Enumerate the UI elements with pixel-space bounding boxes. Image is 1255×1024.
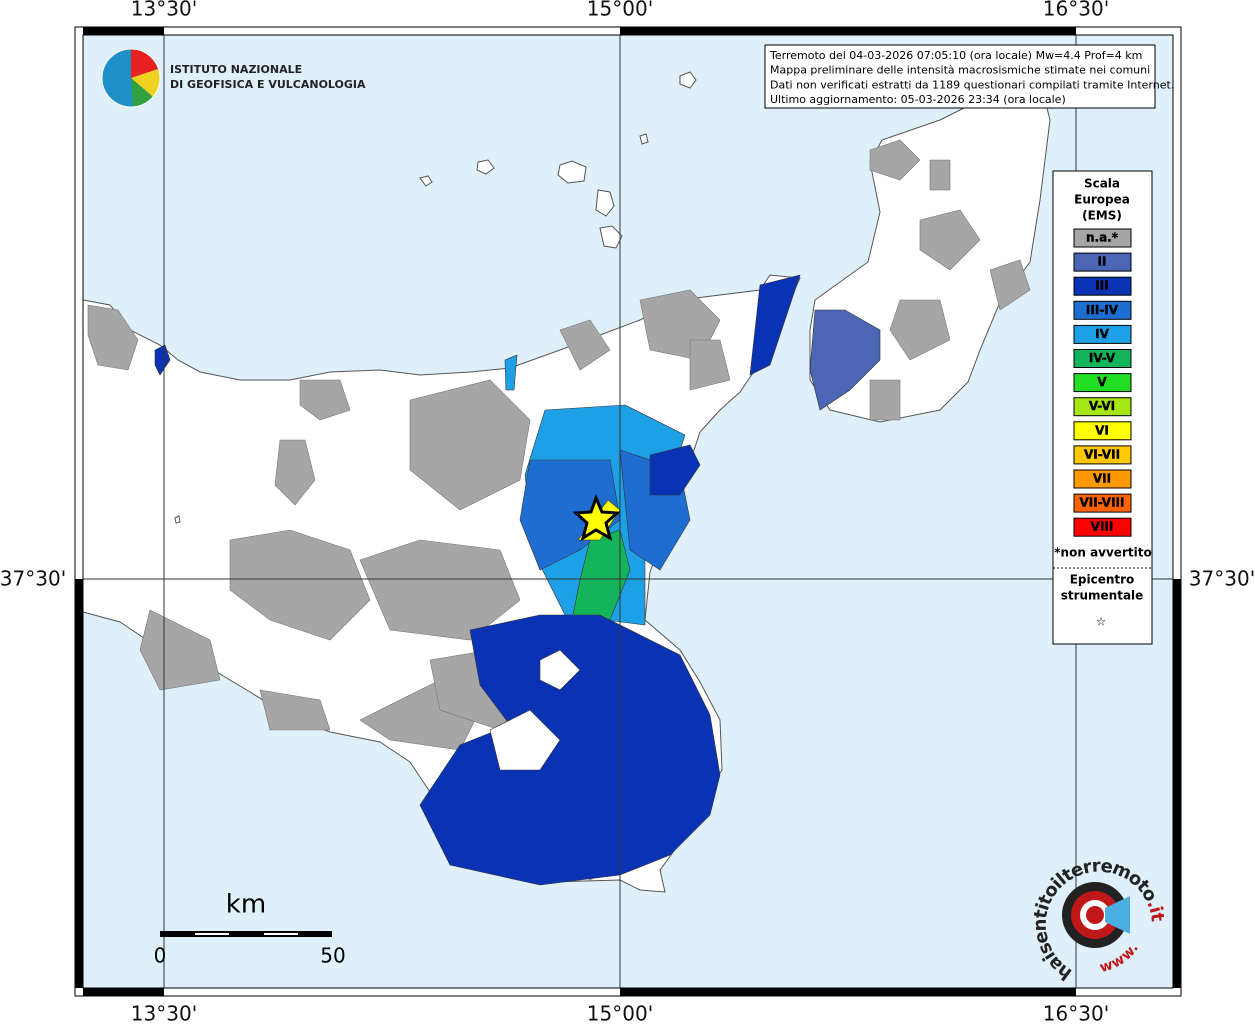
info-lines: Terremoto del 04-03-2026 07:05:10 (ora l… [769,49,1174,106]
legend-label: VII-VIII [1079,496,1124,510]
legend-label: III-IV [1086,303,1119,317]
legend-swatch [1073,445,1132,465]
legend-symbol: ☆ [1096,615,1107,629]
frame [74,26,1182,997]
epicenter-star [572,493,621,542]
legend-swatch [1073,373,1132,393]
lon-label: 15°00' [587,0,653,21]
logo-line: DI GEOFISICA E VULCANOLOGIA [170,78,366,91]
info-line: Terremoto del 04-03-2026 07:05:10 (ora l… [769,49,1142,62]
legend-label: IV [1095,327,1109,341]
legend-epicenter: strumentale [1061,589,1144,603]
lon-label: 15°00' [587,1002,653,1024]
legend-label: VI-VII [1084,447,1120,461]
legend-swatch [1073,397,1132,417]
aeolian-islands [174,71,697,524]
scale-label: 0 [154,944,167,968]
scale-bar: km 0 50 [154,890,346,968]
lat-label: 37°30' [1189,567,1255,591]
legend-label: IV-V [1089,351,1116,365]
legend-label: III [1095,279,1108,293]
scale-unit: km [226,890,266,920]
legend-epicenter: Epicentro [1070,573,1135,587]
lat-label: 37°30' [0,567,66,591]
legend-label: VIII [1091,520,1114,534]
lon-label: 13°30' [131,0,197,21]
legend-swatch [1073,349,1132,368]
legend-swatch [1073,252,1132,272]
legend-label: V-VI [1089,399,1115,413]
scale-label: 50 [320,944,345,968]
legend-swatch [1073,324,1132,344]
lon-label: 13°30' [131,1002,197,1024]
legend-title: Scala [1084,177,1120,191]
lon-label: 16°30' [1043,1002,1109,1024]
legend-swatch [1073,276,1132,296]
legend-label: VI [1095,423,1109,437]
legend-label: VII [1093,472,1111,486]
legend-swatch [1073,517,1132,537]
legend-swatch [1073,493,1132,513]
legend-swatch [1073,300,1132,320]
legend-label: n.a.* [1086,231,1119,245]
legend-title: (EMS) [1082,209,1122,223]
legend-note: *non avvertito [1054,546,1151,560]
info-line: Mappa preliminare delle intensità macros… [770,64,1150,77]
info-line: Dati non verificati estratti da 1189 que… [770,78,1174,91]
logo-line: ISTITUTO NAZIONALE [170,63,302,76]
info-box [764,44,1156,109]
legend-label: II [1098,255,1107,269]
legend-label: V [1097,375,1107,389]
legend-title: Europea [1074,193,1130,207]
legend-swatch [1073,228,1132,248]
lon-label: 16°30' [1043,0,1109,21]
legend-swatch [1073,469,1132,489]
info-line: Ultimo aggiornamento: 05-03-2026 23:34 (… [770,93,1066,106]
legend: ScalaEuropea(EMS)n.a.*IIIIIIII-IVIVIV-VV… [1054,177,1151,629]
legend-swatch [1073,421,1132,441]
ingv-logo: ISTITUTO NAZIONALE DI GEOFISICA E VULCAN… [101,48,366,108]
